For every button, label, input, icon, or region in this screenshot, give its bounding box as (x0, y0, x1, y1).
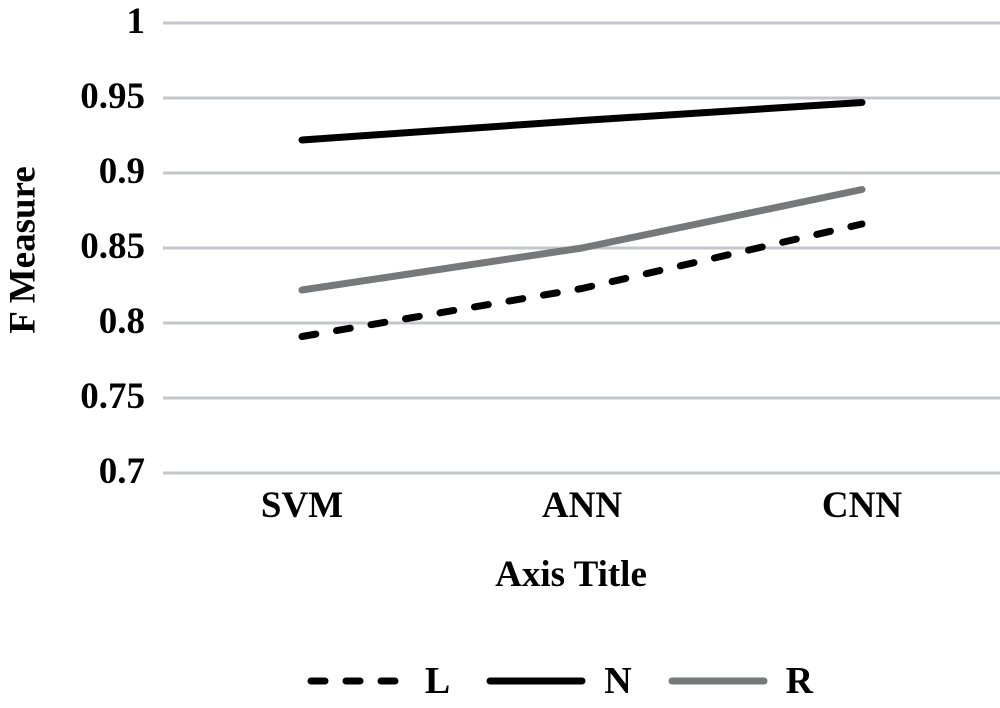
legend-label: R (785, 660, 814, 702)
legend-swatch-N (486, 677, 586, 685)
gridline (163, 171, 1000, 175)
y-tick-label: 1 (126, 1, 146, 43)
y-tick-label: 0.95 (80, 76, 145, 118)
legend-swatch-L (307, 677, 407, 685)
x-tick-label-CNN: CNN (821, 485, 903, 526)
gridline (163, 321, 1000, 325)
legend-label: L (424, 660, 451, 702)
plot-area (298, 99, 866, 340)
y-tick-label: 0.8 (98, 301, 145, 343)
gridline (163, 96, 1000, 100)
series-line-N (298, 99, 866, 144)
gridline (163, 396, 1000, 400)
series-line-R (298, 186, 866, 294)
y-tick-label: 0.85 (80, 226, 145, 268)
y-tick-label: 0.7 (98, 451, 145, 493)
x-tick-label-ANN: ANN (541, 485, 623, 526)
legend-item-N: N (486, 660, 632, 702)
y-tick-label: 0.9 (98, 151, 145, 193)
gridline (163, 21, 1000, 25)
series-line-L (298, 220, 866, 340)
legend-item-R: R (668, 662, 813, 700)
legend-label: N (604, 660, 632, 702)
legend-item-L: L (307, 662, 450, 700)
gridline (163, 471, 1000, 475)
y-tick-label: 0.75 (80, 376, 145, 418)
legend-swatch-R (668, 677, 768, 685)
x-tick-label-SVM: SVM (260, 485, 344, 526)
x-axis-title: Axis Title (495, 554, 647, 595)
